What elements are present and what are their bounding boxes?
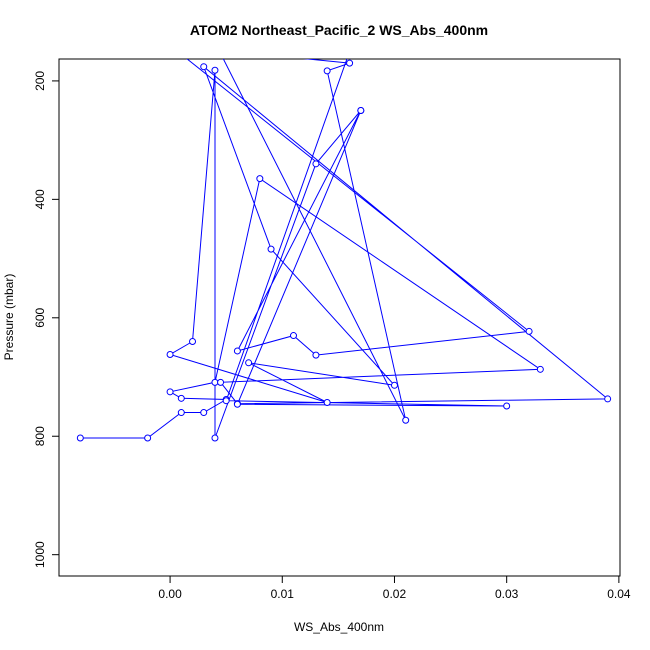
data-point xyxy=(503,402,511,410)
data-point xyxy=(346,59,354,67)
y-axis: 200 400 600 800 1000 xyxy=(33,71,60,568)
data-point xyxy=(323,67,331,75)
x-tick-label: 0.04 xyxy=(607,587,631,601)
data-point xyxy=(233,347,241,355)
x-axis: 0.00 0.01 0.02 0.03 0.04 xyxy=(158,575,631,601)
data-point xyxy=(267,245,275,253)
data-point xyxy=(323,398,331,406)
data-point xyxy=(312,351,320,359)
series-layer xyxy=(76,39,612,442)
y-tick-label: 600 xyxy=(33,307,47,327)
data-point xyxy=(245,359,253,367)
y-tick-label: 200 xyxy=(33,71,47,91)
data-point xyxy=(200,409,208,417)
data-point xyxy=(402,416,410,424)
data-point xyxy=(390,381,398,389)
x-tick-label: 0.00 xyxy=(158,587,182,601)
data-point xyxy=(604,395,612,403)
x-tick-label: 0.03 xyxy=(495,587,519,601)
x-axis-label: WS_Abs_400nm xyxy=(294,620,384,634)
data-point xyxy=(525,327,533,335)
y-axis-label: Pressure (mbar) xyxy=(2,274,16,361)
y-tick-label: 1000 xyxy=(33,541,47,568)
y-tick-label: 800 xyxy=(33,426,47,446)
data-point xyxy=(189,337,197,345)
data-point xyxy=(144,434,152,442)
data-point xyxy=(211,434,219,442)
data-point xyxy=(233,400,241,408)
data-point xyxy=(211,378,219,386)
data-point xyxy=(212,39,218,45)
data-point xyxy=(177,394,185,402)
series-line xyxy=(80,59,610,439)
data-point xyxy=(211,66,219,74)
data-point xyxy=(167,42,173,48)
y-tick-label: 400 xyxy=(33,189,47,209)
data-point xyxy=(357,107,365,115)
data-point xyxy=(347,48,353,54)
data-point xyxy=(166,388,174,396)
data-point xyxy=(177,409,185,417)
data-point xyxy=(256,175,264,183)
data-point xyxy=(289,332,297,340)
x-tick-label: 0.01 xyxy=(271,587,295,601)
data-point xyxy=(536,365,544,373)
data-point xyxy=(217,378,225,386)
data-point xyxy=(166,351,174,359)
data-point xyxy=(222,397,230,405)
chart-title: ATOM2 Northeast_Pacific_2 WS_Abs_400nm xyxy=(190,22,488,38)
x-tick-label: 0.02 xyxy=(383,587,407,601)
data-point xyxy=(312,160,320,168)
data-point xyxy=(76,434,84,442)
data-point xyxy=(200,63,208,71)
